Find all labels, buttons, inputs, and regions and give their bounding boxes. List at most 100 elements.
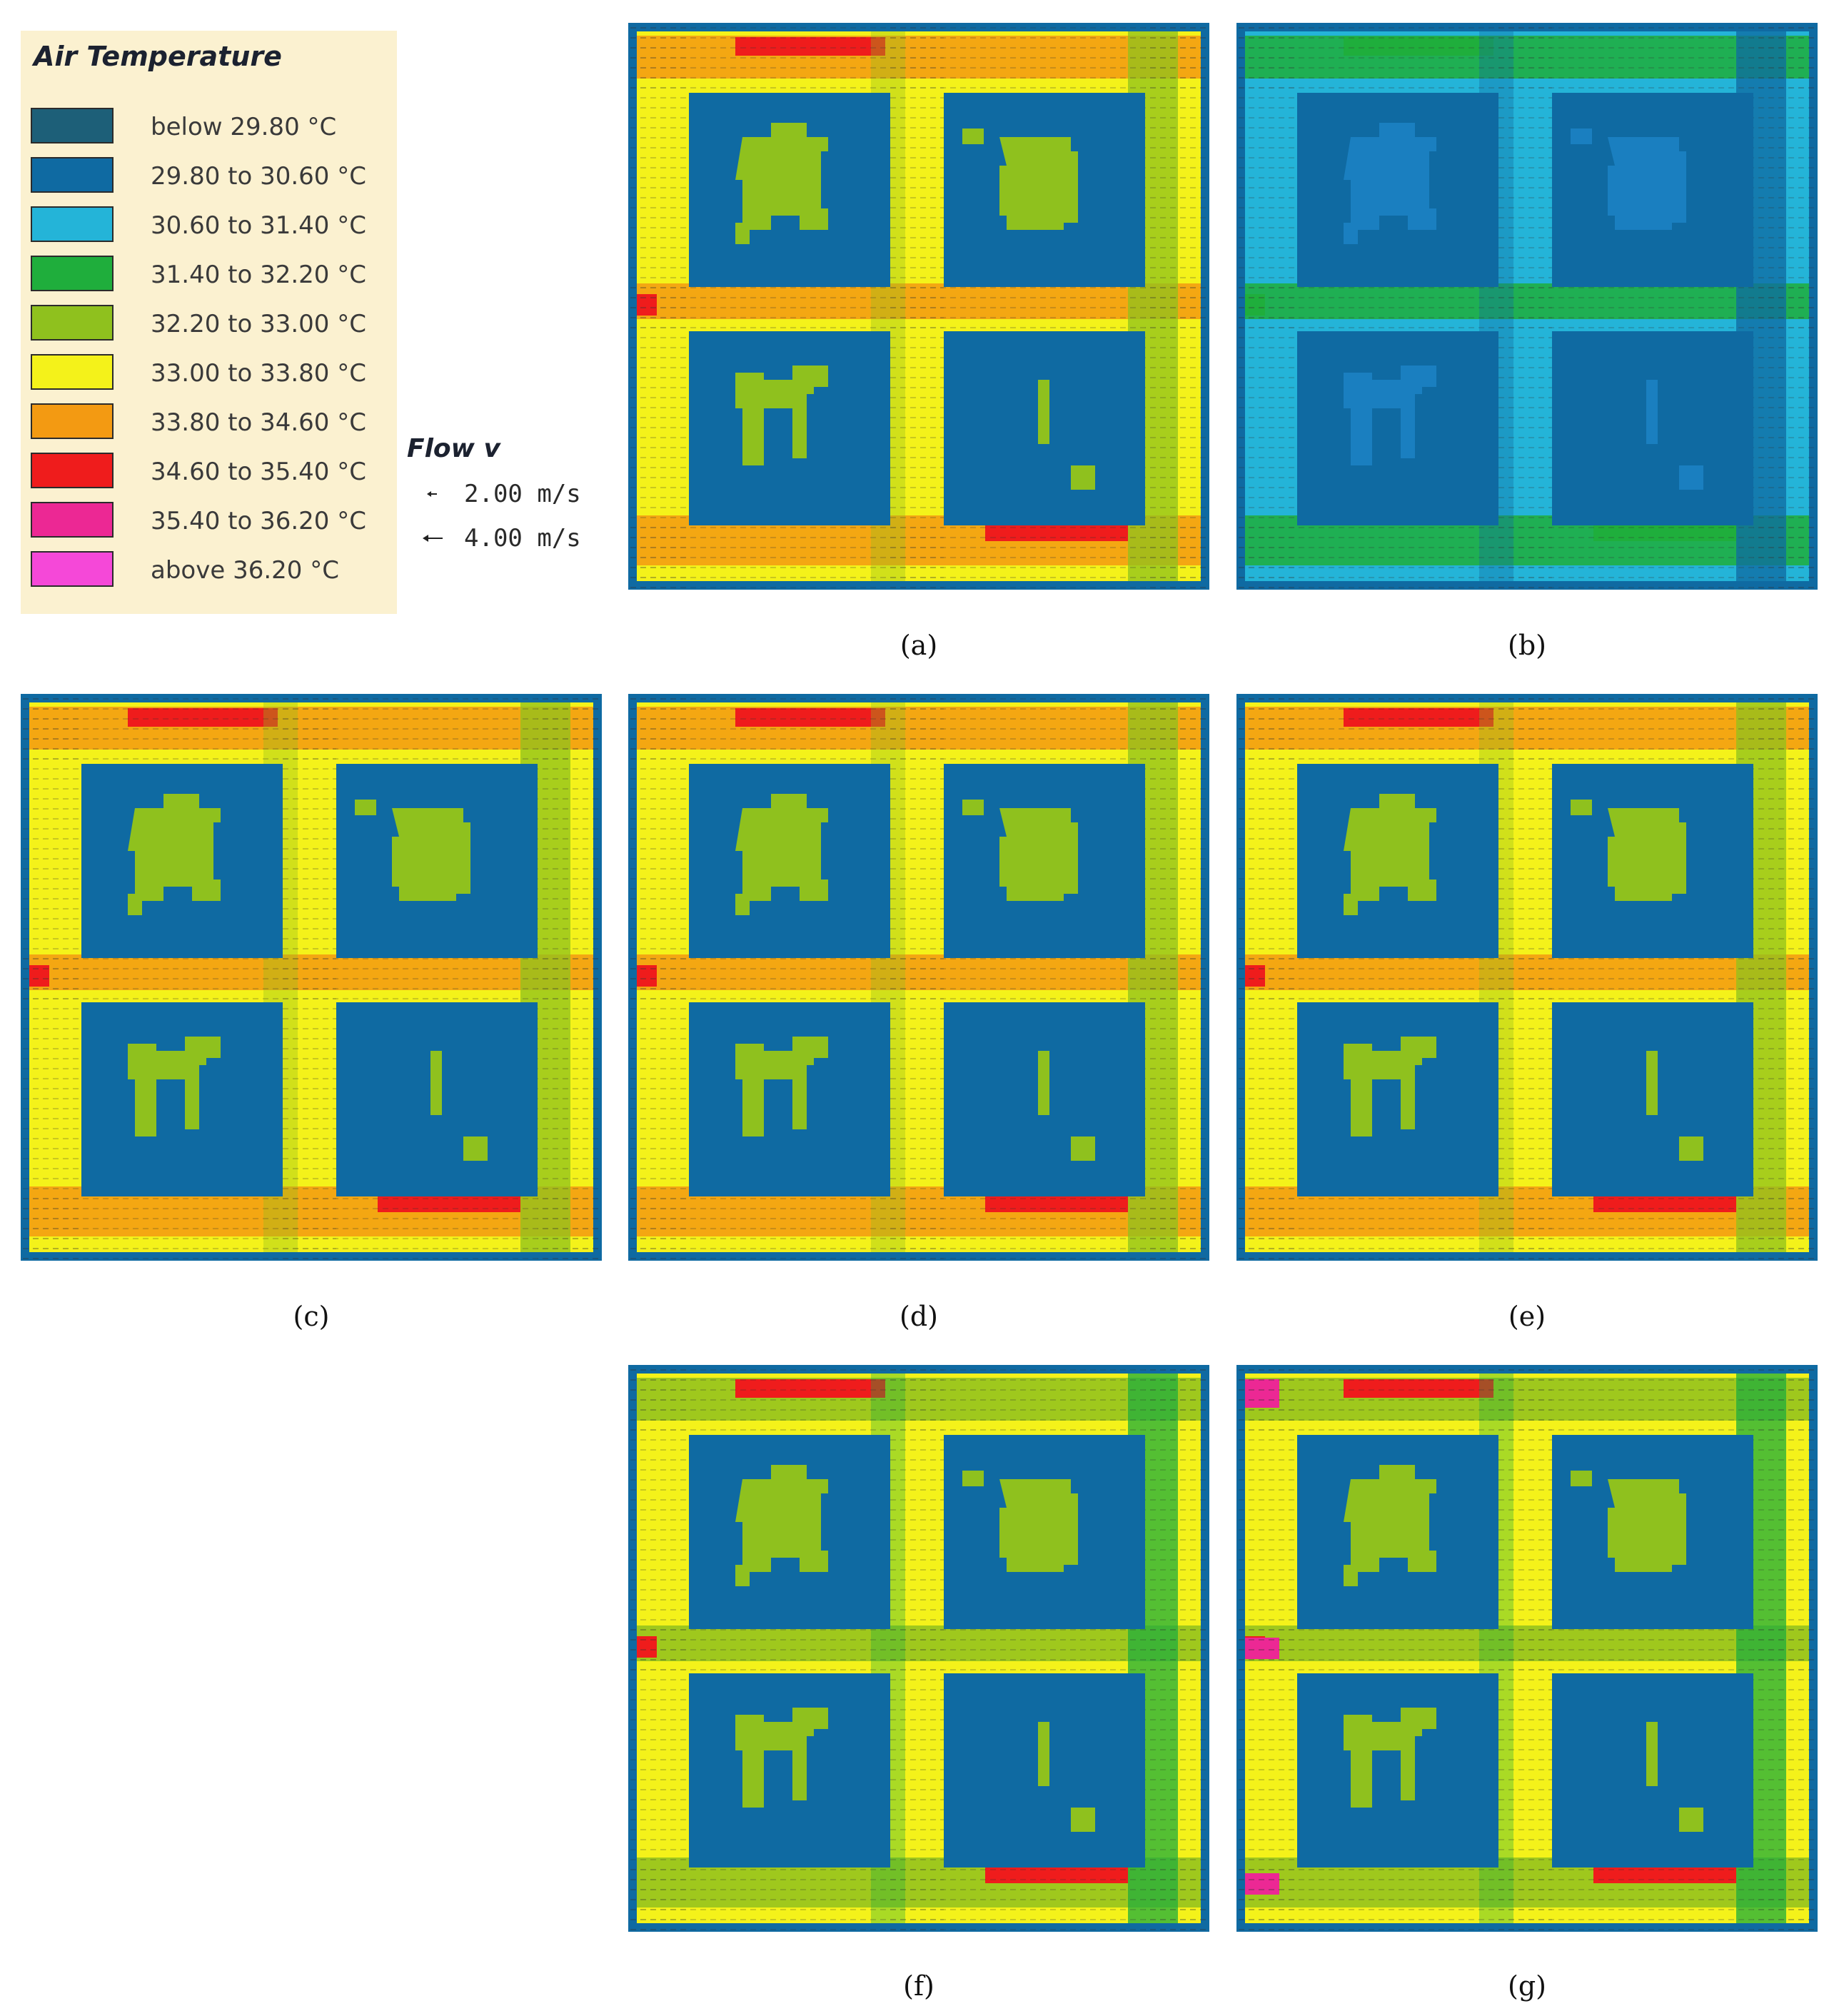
caption-g: (g) — [1508, 1970, 1546, 2002]
legend-swatch — [31, 502, 114, 538]
building-block — [1297, 1673, 1498, 1868]
legend-label: 32.20 to 33.00 °C — [151, 310, 366, 338]
legend-label: 33.00 to 33.80 °C — [151, 359, 366, 388]
vegetation-patch — [1608, 1479, 1686, 1572]
legend-swatch — [31, 403, 114, 439]
map-panel-e — [1236, 694, 1818, 1261]
legend-row: 33.00 to 33.80 °C — [31, 354, 388, 393]
vegetation-patch — [735, 123, 828, 244]
wind-vectors — [1498, 694, 1552, 1261]
building-block — [81, 1002, 283, 1196]
vegetation-patch — [735, 1465, 828, 1586]
vegetation-patch — [962, 128, 984, 144]
legend-row: 34.60 to 35.40 °C — [31, 453, 388, 491]
wind-vectors — [538, 694, 602, 1261]
wind-vectors — [1498, 1365, 1552, 1932]
building-block — [689, 331, 890, 525]
map-panel-f — [628, 1365, 1209, 1932]
building-block — [689, 1673, 890, 1868]
vegetation-patch — [1038, 1051, 1049, 1115]
air-temperature-legend: Air Temperature below 29.80 °C 29.80 to 3… — [21, 31, 397, 614]
vegetation-patch — [1344, 366, 1436, 465]
legend-row: 31.40 to 32.20 °C — [31, 256, 388, 294]
legend-swatch — [31, 108, 114, 143]
vegetation-patch — [1679, 1136, 1703, 1161]
caption-c: (c) — [293, 1301, 330, 1332]
map-panel-b — [1236, 23, 1818, 590]
legend-label: below 29.80 °C — [151, 113, 337, 141]
temperature-map — [1236, 23, 1818, 590]
wind-vectors — [628, 1365, 689, 1932]
temperature-map — [628, 694, 1209, 1261]
vegetation-patch — [128, 794, 221, 915]
temperature-map — [628, 1365, 1209, 1932]
legend-title: Air Temperature — [34, 41, 282, 72]
vegetation-patch — [430, 1051, 442, 1115]
vegetation-patch — [1646, 380, 1658, 444]
vegetation-patch — [1679, 1808, 1703, 1832]
legend-label: 29.80 to 30.60 °C — [151, 162, 366, 191]
vegetation-patch — [999, 808, 1078, 901]
flow-legend-title: Flow v — [407, 434, 500, 463]
temperature-map — [1236, 1365, 1818, 1932]
wind-vectors — [1236, 23, 1297, 590]
wind-vectors — [1753, 694, 1818, 1261]
legend-swatch — [31, 256, 114, 291]
caption-d: (d) — [900, 1301, 938, 1332]
vegetation-patch — [1571, 800, 1592, 815]
vegetation-patch — [392, 808, 470, 901]
wind-vectors — [1145, 694, 1209, 1261]
vegetation-patch — [1344, 123, 1436, 244]
vegetation-patch — [1571, 128, 1592, 144]
legend-label: above 36.20 °C — [151, 556, 339, 585]
legend-label: 33.80 to 34.60 °C — [151, 408, 366, 437]
wind-vectors — [1753, 1365, 1818, 1932]
legend-swatch — [31, 206, 114, 242]
legend-label: 35.40 to 36.20 °C — [151, 507, 366, 535]
vegetation-patch — [962, 1471, 984, 1486]
vegetation-patch — [1344, 1465, 1436, 1586]
vegetation-patch — [1344, 1037, 1436, 1136]
flow-legend-row: 2.00 m/s — [421, 478, 628, 511]
vegetation-patch — [1038, 1722, 1049, 1786]
vegetation-patch — [1344, 794, 1436, 915]
legend-row: 29.80 to 30.60 °C — [31, 157, 388, 196]
wind-vectors — [628, 694, 689, 1261]
vegetation-patch — [999, 1479, 1078, 1572]
legend-swatch — [31, 305, 114, 341]
vegetation-patch — [735, 1037, 828, 1136]
legend-label: 30.60 to 31.40 °C — [151, 211, 366, 240]
vegetation-patch — [1608, 137, 1686, 230]
wind-vectors — [890, 23, 944, 590]
vegetation-patch — [1679, 465, 1703, 490]
legend-row: 35.40 to 36.20 °C — [31, 502, 388, 540]
legend-row: 32.20 to 33.00 °C — [31, 305, 388, 343]
wind-vectors — [1236, 694, 1297, 1261]
vegetation-patch — [1646, 1722, 1658, 1786]
legend-swatch — [31, 354, 114, 390]
caption-a: (a) — [900, 630, 938, 661]
wind-vectors — [1498, 23, 1552, 590]
wind-vectors — [628, 23, 689, 590]
caption-f: (f) — [903, 1970, 934, 2002]
temperature-map — [21, 694, 602, 1261]
wind-vectors — [890, 694, 944, 1261]
vegetation-patch — [1344, 1708, 1436, 1808]
vegetation-patch — [1646, 1051, 1658, 1115]
temperature-map — [628, 23, 1209, 590]
caption-e: (e) — [1508, 1301, 1546, 1332]
wind-vectors — [1145, 23, 1209, 590]
vegetation-patch — [1571, 1471, 1592, 1486]
flow-legend: Flow v 2.00 m/s 4.00 m/s — [407, 428, 621, 571]
map-panel-d — [628, 694, 1209, 1261]
caption-b: (b) — [1508, 630, 1546, 661]
vegetation-patch — [999, 137, 1078, 230]
vegetation-patch — [1071, 1808, 1095, 1832]
vegetation-patch — [962, 800, 984, 815]
vegetation-patch — [735, 794, 828, 915]
large-arrow-icon — [423, 535, 443, 542]
wind-vectors — [890, 1365, 944, 1932]
legend-label: 31.40 to 32.20 °C — [151, 261, 366, 289]
legend-label: 34.60 to 35.40 °C — [151, 458, 366, 486]
vegetation-patch — [735, 1708, 828, 1808]
